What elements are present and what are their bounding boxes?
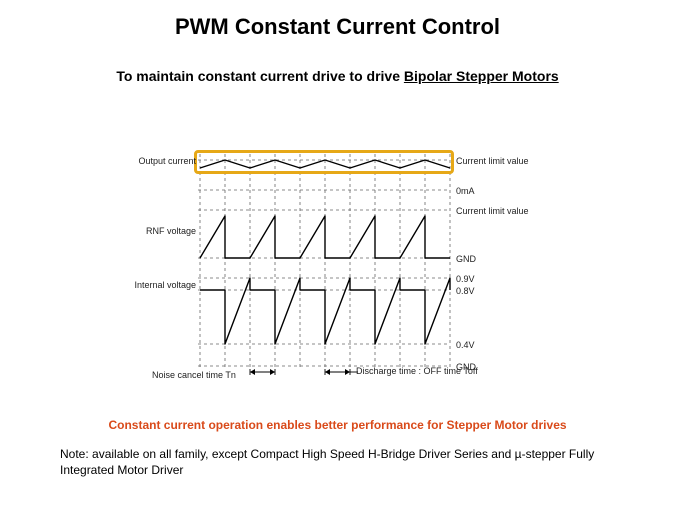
label-noise-cancel-time: Noise cancel time Tn: [152, 370, 236, 380]
label-rnf-voltage: RNF voltage: [126, 226, 196, 236]
waveform-diagram: Output current RNF voltage Internal volt…: [120, 140, 550, 390]
note-text: Note: available on all family, except Co…: [60, 446, 635, 478]
right-axis-label: GND: [456, 254, 476, 264]
right-axis-label: Current limit value: [456, 206, 529, 216]
page-title: PWM Constant Current Control: [0, 0, 675, 40]
right-axis-label: 0.8V: [456, 286, 475, 296]
caption-text: Constant current operation enables bette…: [0, 418, 675, 432]
label-output-current: Output current: [126, 156, 196, 166]
right-axis-label: Current limit value: [456, 156, 529, 166]
label-internal-voltage: Internal voltage: [126, 280, 196, 290]
subtitle: To maintain constant current drive to dr…: [0, 40, 675, 84]
right-axis-label: 0.4V: [456, 340, 475, 350]
label-discharge-time: Discharge time : OFF time Toff: [356, 366, 478, 376]
subtitle-prefix: To maintain constant current drive to dr…: [116, 68, 404, 84]
subtitle-link: Bipolar Stepper Motors: [404, 68, 559, 84]
right-axis-label: 0mA: [456, 186, 475, 196]
right-axis-label: 0.9V: [456, 274, 475, 284]
highlight-box: [194, 150, 454, 174]
